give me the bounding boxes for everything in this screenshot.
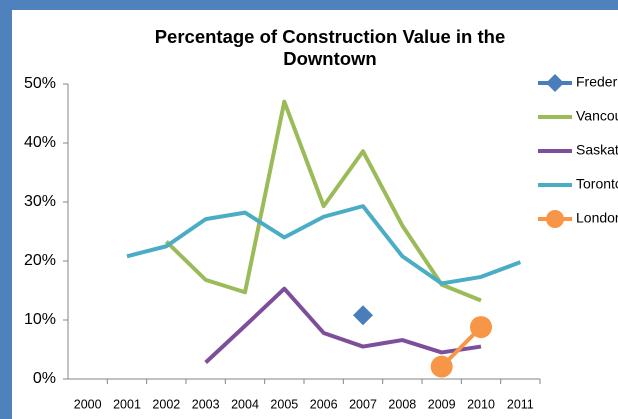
x-tick-label: 2001	[113, 397, 141, 411]
y-tick-label: 50%	[24, 75, 56, 92]
series-line	[126, 204, 522, 286]
series-line	[204, 286, 482, 364]
data-point	[470, 316, 492, 339]
legend-marker	[546, 210, 564, 228]
x-tick-label: 2008	[388, 397, 416, 411]
y-tick-label: 40%	[24, 134, 56, 151]
legend-label: London	[576, 210, 618, 226]
y-tick-label: 10%	[24, 311, 56, 328]
y-tick-label: 20%	[24, 252, 56, 269]
x-tick-label: 2010	[467, 397, 495, 411]
legend-label: Saskatoon	[576, 142, 618, 158]
legend-label: Vancouver	[576, 108, 618, 124]
x-tick-label: 2000	[74, 397, 102, 411]
x-tick-label: 2003	[192, 397, 220, 411]
x-tick-label: 2009	[428, 397, 456, 411]
x-tick-label: 2005	[270, 397, 298, 411]
chart-title: Percentage of Construction Value in the …	[154, 26, 506, 69]
plot-background	[12, 10, 618, 419]
series-line	[164, 99, 482, 303]
data-point	[353, 305, 373, 326]
legend-label: Toronto	[576, 176, 618, 192]
x-tick-label: 2006	[310, 397, 338, 411]
y-tick-label: 0%	[33, 370, 56, 387]
x-tick-label: 2004	[231, 397, 259, 411]
legend-marker	[546, 74, 564, 92]
y-tick-label: 30%	[24, 193, 56, 210]
x-tick-label: 2002	[152, 397, 180, 411]
data-point	[430, 355, 453, 378]
x-tick-label: 2011	[507, 397, 534, 411]
x-tick-label: 2007	[349, 397, 377, 411]
legend-label: Fredericton	[576, 74, 618, 90]
